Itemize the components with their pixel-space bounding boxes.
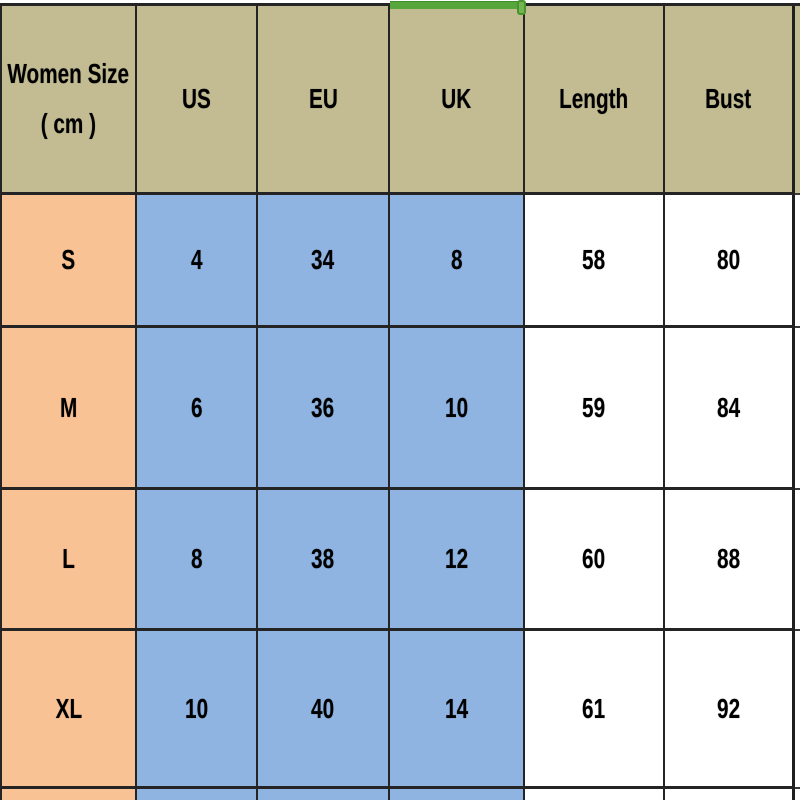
cell-m-bust-value: 84 [716, 391, 741, 423]
cell-l-length-value: 60 [582, 543, 606, 574]
header-cell-eu: EU [258, 6, 390, 195]
cell-l-us-value: 8 [190, 543, 203, 574]
cell-s-us: 4 [137, 195, 258, 328]
cell-s-bust-value: 80 [716, 244, 741, 275]
cell-clipped-uk [390, 789, 525, 800]
cell-s-us-value: 4 [190, 244, 203, 275]
cell-l-us: 8 [137, 490, 258, 631]
cell-s-eu-value: 34 [311, 244, 335, 275]
cell-m-us: 6 [137, 328, 258, 490]
size-table: Women Size ( cm ) US EU UK Length Bust S… [0, 3, 800, 800]
header-cell-bust: Bust [665, 6, 795, 195]
cell-l-bust: 88 [665, 490, 795, 631]
cell-m-length-value: 59 [582, 391, 606, 423]
cell-s-sliver [795, 195, 800, 328]
cell-clipped-size [2, 789, 137, 800]
cell-xl-us-value: 10 [184, 692, 209, 724]
cell-m-length: 59 [525, 328, 665, 490]
cell-m-eu-value: 36 [311, 391, 335, 423]
header-cell-uk: UK [390, 6, 525, 195]
cell-m-sliver [795, 328, 800, 490]
cell-xl-bust: 92 [665, 631, 795, 789]
header-size-line1: Women Size [7, 58, 130, 89]
cell-s-size-label: S [61, 244, 76, 275]
header-cell-us: US [137, 6, 258, 195]
cell-clipped-eu [258, 789, 390, 800]
cell-s-length: 58 [525, 195, 665, 328]
cell-s-uk: 8 [390, 195, 525, 328]
cell-s-uk-value: 8 [450, 244, 463, 275]
header-cell-size: Women Size ( cm ) [2, 6, 137, 195]
cell-xl-length: 61 [525, 631, 665, 789]
cell-s-bust: 80 [665, 195, 795, 328]
cell-l-size-label: L [62, 543, 75, 574]
cell-clipped-length [525, 789, 665, 800]
cell-xl-size: XL [2, 631, 137, 789]
header-bust-label: Bust [705, 83, 752, 114]
header-us-label: US [182, 83, 211, 114]
cell-l-bust-value: 88 [716, 543, 741, 574]
cell-s-size: S [2, 195, 137, 328]
cell-xl-sliver [795, 631, 800, 789]
cell-clipped-bust [665, 789, 795, 800]
cell-s-eu: 34 [258, 195, 390, 328]
cell-m-uk-value: 10 [444, 391, 469, 423]
cell-xl-eu-value: 40 [311, 692, 335, 724]
cell-m-size-label: M [59, 391, 78, 423]
selection-bar [390, 1, 524, 9]
header-cell-length: Length [525, 6, 665, 195]
cell-m-eu: 36 [258, 328, 390, 490]
cell-xl-bust-value: 92 [716, 692, 741, 724]
header-length-label: Length [559, 83, 629, 114]
cell-l-length: 60 [525, 490, 665, 631]
cell-l-eu-value: 38 [311, 543, 335, 574]
header-cell-next-column-sliver [795, 6, 800, 195]
header-size-label: Women Size ( cm ) [2, 49, 135, 149]
cell-clipped-us [137, 789, 258, 800]
cell-xl-length-value: 61 [582, 692, 606, 724]
cell-xl-uk: 14 [390, 631, 525, 789]
cell-m-uk: 10 [390, 328, 525, 490]
cell-xl-us: 10 [137, 631, 258, 789]
cell-l-uk-value: 12 [444, 543, 469, 574]
header-eu-label: EU [308, 83, 338, 114]
cell-xl-size-label: XL [55, 692, 82, 724]
cell-l-eu: 38 [258, 490, 390, 631]
header-uk-label: UK [441, 83, 472, 114]
cell-xl-uk-value: 14 [444, 692, 469, 724]
cell-m-us-value: 6 [190, 391, 203, 423]
header-size-line2: ( cm ) [40, 108, 97, 139]
cell-m-size: M [2, 328, 137, 490]
cell-xl-eu: 40 [258, 631, 390, 789]
selection-drag-handle-icon[interactable] [517, 0, 526, 15]
cell-m-bust: 84 [665, 328, 795, 490]
cell-l-sliver [795, 490, 800, 631]
cell-l-uk: 12 [390, 490, 525, 631]
cell-s-length-value: 58 [582, 244, 606, 275]
cell-clipped-sliver [795, 789, 800, 800]
cell-l-size: L [2, 490, 137, 631]
